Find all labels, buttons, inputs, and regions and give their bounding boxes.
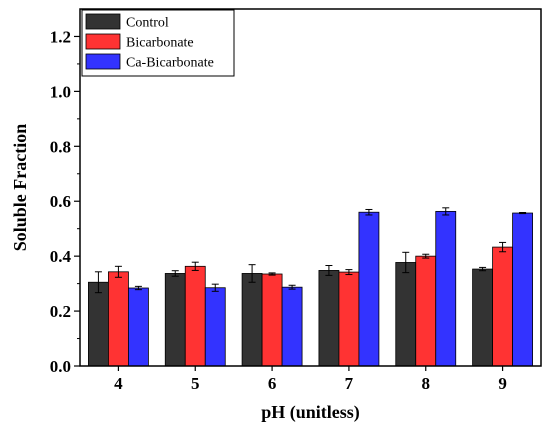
x-tick-label: 6 <box>268 374 277 393</box>
bars-layer <box>88 210 533 367</box>
x-tick-label: 7 <box>345 374 354 393</box>
bar-bicarbonate-ph-8 <box>415 255 437 367</box>
error-bars-layer <box>94 207 527 294</box>
error-bar-ca-bicarbonate-ph-9 <box>519 211 527 215</box>
legend-swatch-ca-bicarbonate <box>85 53 121 70</box>
error-bar-control-ph-4 <box>94 271 102 294</box>
x-tick-label: 5 <box>191 374 200 393</box>
bar-control-ph-4 <box>88 281 109 367</box>
error-bar-ca-bicarbonate-ph-7 <box>365 208 373 216</box>
error-bar-bicarbonate-ph-4 <box>114 265 122 278</box>
bar-control-ph-9 <box>472 268 493 367</box>
y-tick-label: 1.2 <box>50 27 71 46</box>
y-tick-label: 0.4 <box>50 247 72 266</box>
x-tick-label: 8 <box>422 374 431 393</box>
plot-frame <box>79 8 542 367</box>
bar-control-ph-7 <box>318 270 340 367</box>
error-bar-control-ph-5 <box>171 270 179 277</box>
legend: Control Bicarbonate Ca-Bicarbonate <box>81 9 235 77</box>
error-bar-ca-bicarbonate-ph-8 <box>442 207 450 216</box>
legend-label-control: Control <box>126 16 169 31</box>
bar-bicarbonate-ph-4 <box>108 271 129 367</box>
bar-control-ph-5 <box>164 273 186 367</box>
error-bar-ca-bicarbonate-ph-4 <box>134 285 142 291</box>
bar-ca-bicarbonate-ph-6 <box>281 286 303 367</box>
x-tick-label: 4 <box>114 374 123 393</box>
y-axis-ticks: 0.0 0.2 0.4 0.6 0.8 1.0 1.2 <box>50 27 80 376</box>
legend-label-ca-bicarbonate: Ca-Bicarbonate <box>126 56 214 71</box>
x-axis-ticks: 4 5 6 7 8 9 <box>114 366 507 393</box>
legend-swatch-control <box>85 13 121 30</box>
x-axis-title: pH (unitless) <box>261 402 360 423</box>
bar-ca-bicarbonate-ph-9 <box>512 212 533 367</box>
legend-swatch-bicarbonate <box>85 33 121 50</box>
error-bar-control-ph-8 <box>402 251 410 274</box>
error-bar-ca-bicarbonate-ph-6 <box>288 284 296 290</box>
bar-ca-bicarbonate-ph-8 <box>435 210 457 367</box>
error-bar-bicarbonate-ph-9 <box>499 241 507 253</box>
bar-bicarbonate-ph-7 <box>338 271 360 367</box>
y-tick-label: 0.0 <box>50 357 71 376</box>
error-bar-bicarbonate-ph-5 <box>191 261 199 271</box>
error-bar-bicarbonate-ph-8 <box>422 253 430 259</box>
error-bar-ca-bicarbonate-ph-5 <box>211 283 219 292</box>
y-tick-label: 0.8 <box>50 137 71 156</box>
bar-control-ph-6 <box>241 273 263 367</box>
y-axis-title: Soluble Fraction <box>10 124 30 252</box>
bar-ca-bicarbonate-ph-4 <box>128 287 149 367</box>
y-tick-label: 0.6 <box>50 192 71 211</box>
axes-layer <box>79 8 542 367</box>
bar-bicarbonate-ph-5 <box>184 265 206 367</box>
bar-control-ph-8 <box>395 262 417 367</box>
error-bar-control-ph-6 <box>248 264 256 283</box>
bar-bicarbonate-ph-9 <box>492 246 513 367</box>
error-bar-bicarbonate-ph-7 <box>345 269 353 276</box>
error-bar-bicarbonate-ph-6 <box>268 272 276 276</box>
bar-ca-bicarbonate-ph-7 <box>358 211 380 367</box>
x-tick-label: 9 <box>498 374 507 393</box>
error-bar-control-ph-7 <box>325 264 333 276</box>
legend-label-bicarbonate: Bicarbonate <box>126 36 194 51</box>
bar-ca-bicarbonate-ph-5 <box>204 287 226 367</box>
y-tick-label: 1.0 <box>50 82 71 101</box>
y-tick-label: 0.2 <box>50 302 71 321</box>
error-bar-control-ph-9 <box>479 266 487 272</box>
bar-bicarbonate-ph-6 <box>261 273 283 367</box>
